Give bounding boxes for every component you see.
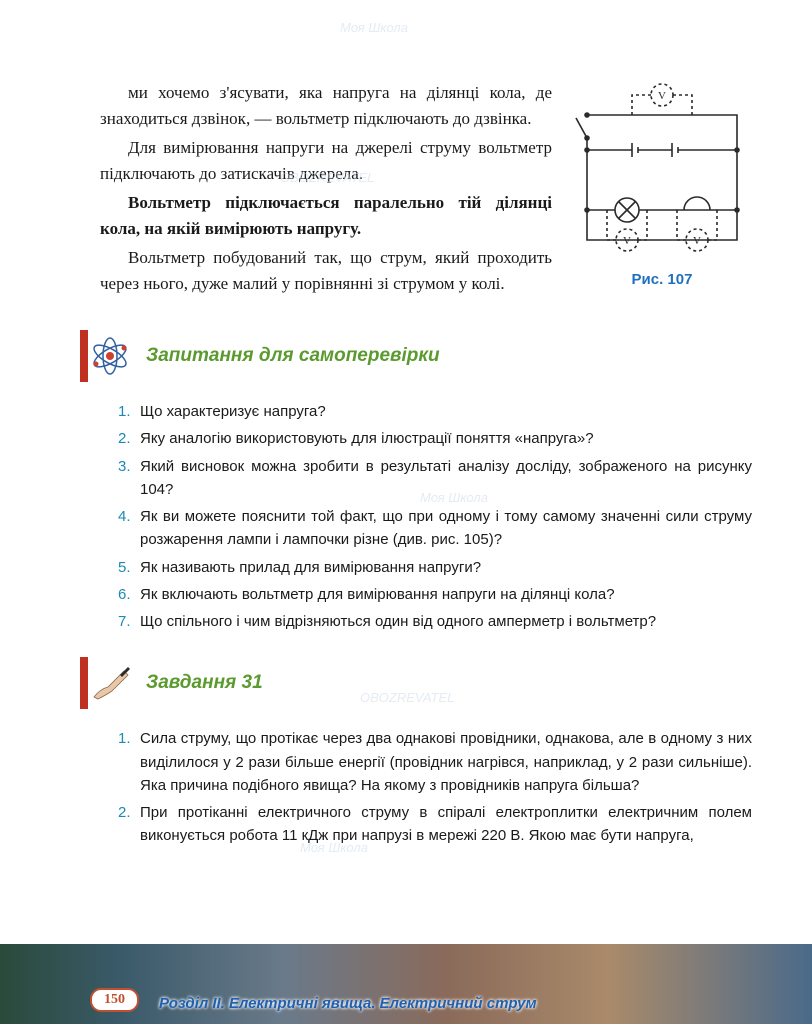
paragraph-4: Вольтметр побудований так, що струм, яки… bbox=[100, 245, 552, 296]
page-footer: 150 Розділ ІІ. Електричні явища. Електри… bbox=[0, 944, 812, 1024]
question-item: 3.Який висновок можна зробити в результа… bbox=[118, 455, 752, 502]
questions-list: 1.Що характеризує напруга? 2.Яку аналогі… bbox=[100, 400, 752, 633]
question-item: 1.Що характеризує напруга? bbox=[118, 400, 752, 423]
paragraph-1: ми хочемо з'ясувати, яка напруга на діля… bbox=[100, 80, 552, 131]
pen-hand-icon bbox=[80, 657, 132, 709]
svg-text:V: V bbox=[693, 235, 701, 247]
tasks-title: Завдання 31 bbox=[146, 672, 263, 694]
svg-text:V: V bbox=[623, 235, 631, 247]
figure-caption: Рис. 107 bbox=[572, 271, 752, 288]
paragraph-2: Для вимірювання напруги на джерелі струм… bbox=[100, 135, 552, 186]
svg-text:V: V bbox=[658, 90, 666, 102]
questions-title: Запитання для самоперевірки bbox=[146, 345, 440, 367]
circuit-figure: V bbox=[572, 80, 752, 300]
question-item: 4.Як ви можете пояснити той факт, що при… bbox=[118, 505, 752, 552]
questions-section-header: Запитання для самоперевірки bbox=[80, 330, 752, 382]
question-item: 6.Як включають вольтметр для вимірювання… bbox=[118, 583, 752, 606]
main-text: ми хочемо з'ясувати, яка напруга на діля… bbox=[100, 80, 552, 300]
task-item: 1.Сила струму, що протікає через два одн… bbox=[118, 727, 752, 797]
paragraph-3-bold: Вольтметр підключається паралельно тій д… bbox=[100, 190, 552, 241]
question-item: 7.Що спільного і чим відрізняються один … bbox=[118, 610, 752, 633]
task-item: 2.При протіканні електричного струму в с… bbox=[118, 801, 752, 848]
page-number: 150 bbox=[90, 988, 139, 1012]
chapter-title: Розділ ІІ. Електричні явища. Електричний… bbox=[159, 995, 537, 1012]
question-item: 5.Як називають прилад для вимірювання на… bbox=[118, 556, 752, 579]
tasks-list: 1.Сила струму, що протікає через два одн… bbox=[100, 727, 752, 847]
atom-icon bbox=[80, 330, 132, 382]
circuit-diagram-icon: V bbox=[572, 80, 752, 260]
tasks-section-header: Завдання 31 bbox=[80, 657, 752, 709]
question-item: 2.Яку аналогію використовують для ілюстр… bbox=[118, 427, 752, 450]
